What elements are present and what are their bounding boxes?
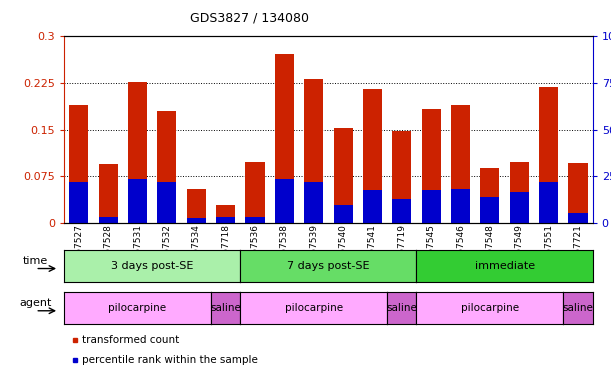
Bar <box>568 162 588 223</box>
Text: GDS3827 / 134080: GDS3827 / 134080 <box>189 12 309 25</box>
Bar <box>98 217 118 223</box>
Text: GSM367721: GSM367721 <box>574 224 582 279</box>
Bar <box>304 79 323 223</box>
Text: GSM367536: GSM367536 <box>251 224 260 279</box>
Bar <box>246 217 265 223</box>
Bar <box>392 199 411 223</box>
Text: GSM367532: GSM367532 <box>163 224 172 279</box>
Text: GSM367538: GSM367538 <box>280 224 289 279</box>
Bar <box>187 189 206 223</box>
Text: GSM367527: GSM367527 <box>75 224 83 279</box>
Text: 3 days post-SE: 3 days post-SE <box>111 261 194 271</box>
Bar <box>363 190 382 223</box>
Text: saline: saline <box>210 303 241 313</box>
Bar <box>98 164 118 223</box>
Bar <box>128 179 147 223</box>
Text: saline: saline <box>386 303 417 313</box>
Bar <box>480 197 499 223</box>
Bar <box>304 182 323 223</box>
Text: GSM367540: GSM367540 <box>338 224 348 279</box>
Bar <box>539 88 558 223</box>
Bar <box>568 214 588 223</box>
Bar <box>216 205 235 223</box>
Text: GSM367541: GSM367541 <box>368 224 377 279</box>
Bar <box>422 190 441 223</box>
Bar <box>392 131 411 223</box>
Text: GSM367719: GSM367719 <box>397 224 406 279</box>
Bar <box>539 182 558 223</box>
Text: pilocarpine: pilocarpine <box>285 303 343 313</box>
Bar <box>510 192 529 223</box>
Bar <box>128 83 147 223</box>
Bar <box>216 217 235 223</box>
Bar <box>69 182 89 223</box>
Text: saline: saline <box>563 303 593 313</box>
Bar <box>187 218 206 223</box>
Text: transformed count: transformed count <box>82 335 179 345</box>
Text: GSM367539: GSM367539 <box>309 224 318 279</box>
Bar <box>246 162 265 223</box>
Text: GSM367534: GSM367534 <box>192 224 201 279</box>
Bar <box>451 105 470 223</box>
Bar <box>275 179 294 223</box>
Text: immediate: immediate <box>475 261 535 271</box>
Text: GSM367549: GSM367549 <box>514 224 524 279</box>
Text: time: time <box>23 256 48 266</box>
Text: GSM367548: GSM367548 <box>485 224 494 279</box>
Text: GSM367528: GSM367528 <box>104 224 112 279</box>
Text: 7 days post-SE: 7 days post-SE <box>287 261 370 271</box>
Bar <box>158 182 177 223</box>
Bar <box>69 105 89 223</box>
Text: pilocarpine: pilocarpine <box>461 303 519 313</box>
Text: pilocarpine: pilocarpine <box>109 303 167 313</box>
Text: percentile rank within the sample: percentile rank within the sample <box>82 355 258 365</box>
Text: GSM367551: GSM367551 <box>544 224 553 279</box>
Bar <box>363 89 382 223</box>
Text: agent: agent <box>19 298 51 308</box>
Text: GSM367531: GSM367531 <box>133 224 142 279</box>
Text: GSM367718: GSM367718 <box>221 224 230 279</box>
Text: GSM367545: GSM367545 <box>426 224 436 279</box>
Bar <box>334 205 353 223</box>
Bar <box>510 162 529 223</box>
Bar <box>275 54 294 223</box>
Bar <box>158 111 177 223</box>
Bar <box>334 128 353 223</box>
Bar <box>422 109 441 223</box>
Bar <box>480 168 499 223</box>
Bar <box>451 189 470 223</box>
Text: GSM367546: GSM367546 <box>456 224 465 279</box>
